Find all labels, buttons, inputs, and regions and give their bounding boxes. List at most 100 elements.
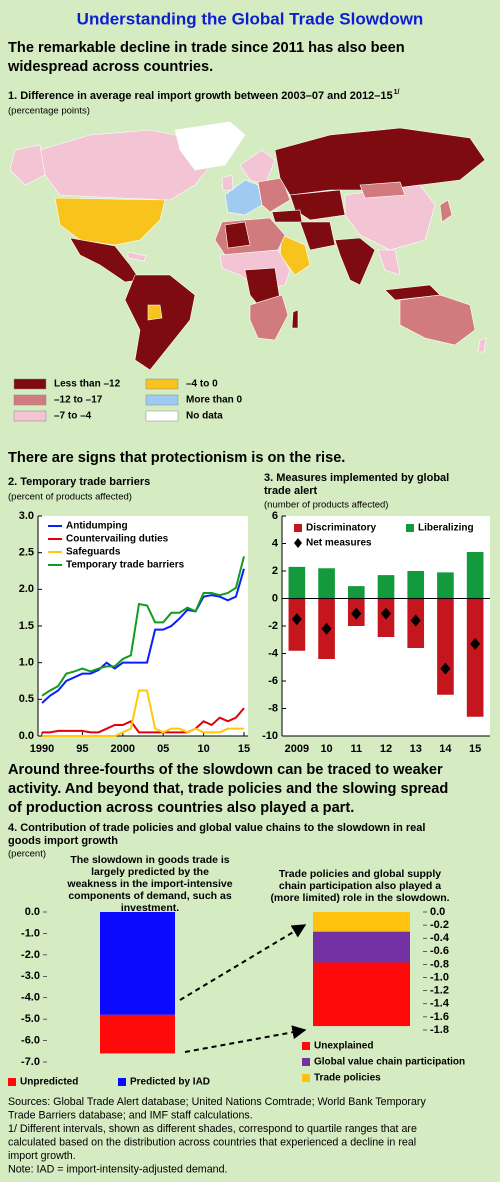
bar — [437, 572, 454, 599]
heading: widespread across countries. — [7, 59, 213, 75]
x-tick-label: 2009 — [285, 743, 309, 755]
y-tick-label: 0.5 — [19, 693, 34, 705]
bar-segment — [313, 912, 410, 932]
country — [39, 129, 216, 201]
y-tick-label: -0.4 — [430, 932, 450, 944]
bar — [288, 566, 306, 599]
country — [239, 149, 276, 186]
y-tick-label: -6 — [268, 675, 278, 687]
chart-subtitle: (number of products affected) — [264, 500, 388, 511]
footnote: 1/ Different intervals, shown as differe… — [8, 1123, 417, 1135]
marker — [440, 662, 451, 675]
line-series — [42, 689, 244, 737]
country — [221, 174, 234, 191]
x-tick-label: 13 — [410, 743, 422, 755]
bar — [407, 571, 425, 599]
line-series — [42, 707, 245, 734]
annotation: The slowdown in goods trade is — [70, 854, 229, 866]
bar-segment — [313, 962, 410, 1027]
y-tick-label: 2.5 — [19, 547, 34, 559]
chart-title: trade alert — [264, 485, 318, 497]
country — [299, 221, 336, 251]
y-tick-label: -1.0 — [430, 971, 449, 983]
legend-swatch — [294, 524, 302, 532]
x-tick-label: 12 — [380, 743, 392, 755]
marker — [470, 637, 481, 650]
y-tick-label: 4 — [272, 537, 279, 549]
legend-label: –4 to 0 — [186, 379, 218, 390]
legend-swatch — [302, 1042, 310, 1050]
y-tick-label: 1.0 — [19, 657, 34, 669]
legend-label: Liberalizing — [418, 523, 474, 534]
legend-label: Safeguards — [66, 547, 121, 558]
legend-label: Temporary trade barriers — [66, 560, 185, 571]
world-map — [9, 121, 487, 371]
legend-label: Antidumping — [66, 521, 128, 532]
y-tick-label: -0.6 — [430, 945, 449, 957]
y-tick-label: -2.0 — [21, 949, 40, 961]
footnote: calculated based on the distribution acr… — [8, 1136, 416, 1148]
y-tick-label: 6 — [272, 510, 278, 522]
map-title: 1. Difference in average real import gro… — [8, 90, 393, 102]
country — [69, 237, 141, 283]
annotation: chain participation also played a — [279, 880, 441, 892]
y-tick-label: -0.8 — [430, 958, 449, 970]
x-tick-label: 15 — [469, 743, 481, 755]
country — [279, 234, 311, 276]
country — [147, 304, 163, 321]
country — [477, 337, 487, 353]
legend-swatch — [145, 410, 179, 422]
y-tick-label: 0.0 — [430, 906, 445, 918]
bar — [347, 586, 365, 599]
legend-swatch — [294, 538, 302, 548]
annotation: (more limited) role in the slowdown. — [270, 892, 449, 904]
line-series — [41, 556, 245, 697]
y-tick-label: 3.0 — [19, 510, 34, 522]
country — [214, 217, 286, 256]
legend-swatch — [302, 1074, 310, 1082]
y-tick-label: 2 — [272, 565, 278, 577]
y-tick-label: -1.2 — [430, 985, 449, 997]
country — [334, 237, 376, 286]
country — [377, 249, 401, 276]
legend-swatch — [406, 524, 414, 532]
x-tick-label: 11 — [350, 743, 362, 755]
x-tick-label: 10 — [320, 743, 332, 755]
y-tick-label: -2 — [268, 620, 278, 632]
y-tick-label: 2.0 — [19, 583, 34, 595]
legend-swatch — [302, 1058, 310, 1066]
marker — [410, 614, 421, 627]
legend-label: Countervailing duties — [66, 534, 169, 545]
heading: Around three-fourths of the slowdown can… — [8, 762, 443, 778]
country — [289, 189, 346, 221]
marker — [291, 613, 302, 626]
y-tick-label: -10 — [262, 730, 278, 742]
legend-label: Unpredicted — [20, 1077, 78, 1088]
x-tick-label: 05 — [157, 743, 169, 755]
country — [257, 177, 291, 213]
y-tick-label: -1.4 — [430, 998, 450, 1010]
country — [344, 184, 436, 251]
bar-segment — [100, 912, 175, 1015]
y-tick-label: 0 — [272, 592, 278, 604]
legend-swatch — [145, 378, 179, 390]
bar-segment — [100, 1014, 175, 1054]
heading: The remarkable decline in trade since 20… — [8, 40, 405, 56]
country — [359, 181, 406, 199]
footnote: Trade Barriers database; and IMF staff c… — [8, 1109, 253, 1121]
bar — [466, 598, 484, 717]
country — [124, 274, 196, 371]
line-series — [41, 568, 245, 704]
country — [54, 197, 166, 246]
legend-label: –12 to –17 — [54, 395, 103, 406]
legend-swatch — [145, 394, 179, 406]
legend-label: Trade policies — [314, 1073, 381, 1084]
x-tick-label: 10 — [197, 743, 209, 755]
heading: activity. And beyond that, trade policie… — [8, 781, 448, 797]
arrow — [179, 924, 307, 1001]
footnote: Note: IAD = import-intensity-adjusted de… — [8, 1163, 228, 1175]
map-title-note: 1/ — [394, 89, 400, 96]
bar — [377, 575, 395, 599]
